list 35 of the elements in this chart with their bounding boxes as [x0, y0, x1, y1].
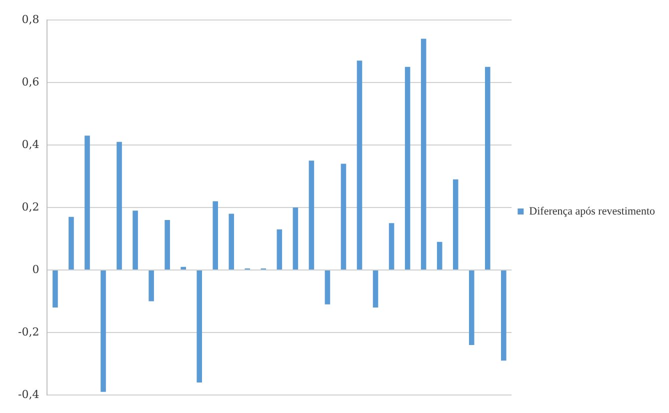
- bar: [276, 229, 282, 270]
- bar: [372, 270, 378, 308]
- bar: [148, 270, 154, 302]
- bar: [212, 201, 218, 270]
- bar: [388, 223, 394, 270]
- bar: [468, 270, 474, 345]
- y-tick-label: 0,6: [22, 75, 40, 88]
- bar: [84, 136, 90, 270]
- bar: [501, 270, 506, 361]
- bar: [420, 38, 426, 270]
- bar: [100, 270, 106, 392]
- bar: [308, 160, 314, 270]
- bar: [356, 60, 362, 270]
- y-tick-label: 0,4: [22, 138, 40, 151]
- bar: [68, 216, 74, 270]
- bar: [164, 220, 170, 270]
- bar: [452, 179, 458, 270]
- y-tick-label: 0,8: [22, 12, 40, 26]
- bar: [52, 270, 58, 308]
- bar: [180, 266, 186, 270]
- y-tick-label: 0: [32, 262, 40, 276]
- bar: [132, 210, 138, 270]
- y-tick-label: 0,2: [22, 200, 40, 214]
- bar: [228, 214, 234, 270]
- bar: [436, 242, 442, 270]
- bar: [340, 164, 346, 270]
- bar: [324, 270, 330, 304]
- y-tick-label: -0,2: [18, 325, 40, 338]
- bar: [485, 66, 490, 270]
- bar: [292, 208, 298, 270]
- y-tick-label: -0,4: [18, 388, 40, 401]
- bar: [196, 270, 202, 382]
- bar: [404, 66, 410, 270]
- legend-label: Diferença após revestimento: [529, 205, 656, 218]
- bar: [116, 142, 122, 270]
